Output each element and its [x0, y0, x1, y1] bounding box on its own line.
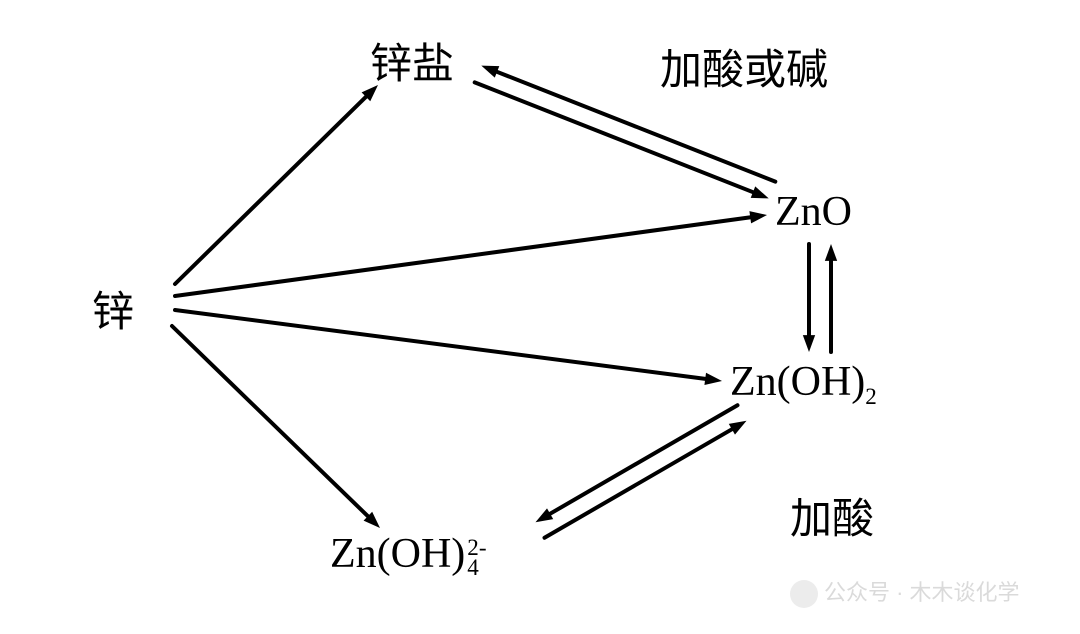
- node-zno: ZnO: [775, 188, 852, 236]
- node-zn: 锌: [92, 278, 134, 339]
- node-znoh4-label: Zn(OH): [330, 531, 465, 577]
- node-znoh2-label: Zn(OH): [730, 359, 865, 405]
- wechat-icon: [790, 580, 818, 608]
- node-zn-label: 锌: [92, 290, 134, 336]
- node-zn-salt: 锌盐: [370, 30, 454, 91]
- watermark-text: 公众号 · 木木谈化学: [824, 580, 1020, 605]
- watermark: 公众号 · 木木谈化学: [790, 575, 1020, 608]
- node-zn-salt-label: 锌盐: [370, 42, 454, 88]
- label-acid-base: 加酸或碱: [660, 36, 828, 97]
- node-znoh4: Zn(OH)2-4: [330, 530, 487, 578]
- node-znoh4-supsub: 2-4: [467, 537, 486, 579]
- node-zno-label: ZnO: [775, 189, 852, 235]
- node-znoh2: Zn(OH)2: [730, 358, 877, 410]
- label-acid: 加酸: [790, 485, 874, 546]
- arrows-layer: [0, 0, 1080, 634]
- node-znoh2-sub: 2: [865, 383, 877, 409]
